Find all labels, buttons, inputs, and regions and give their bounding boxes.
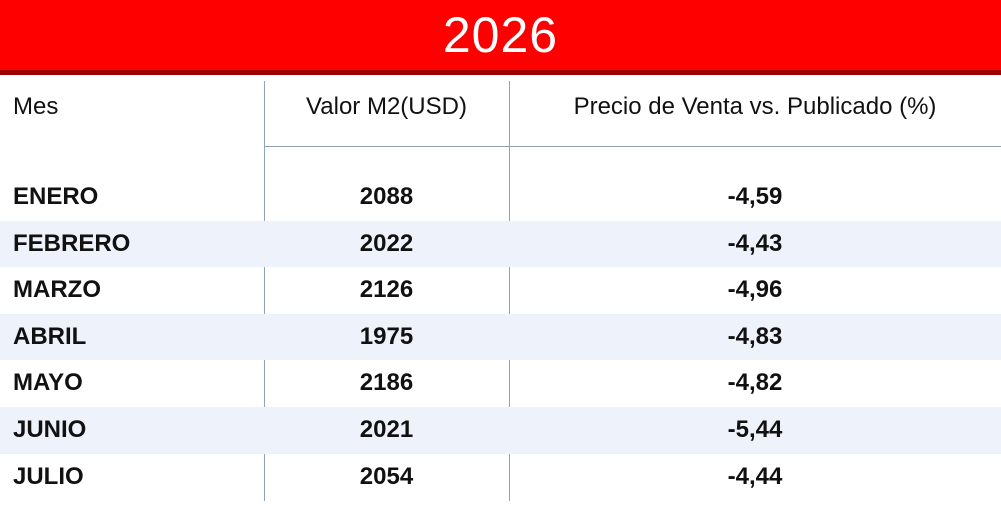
page-title: 2026 [442, 7, 559, 63]
column-header-valor: Valor M2(USD) [306, 93, 467, 120]
cell-valor: 2021 [359, 415, 414, 443]
column-divider-2 [509, 81, 510, 501]
cell-mes: JULIO [13, 462, 84, 490]
cell-valor: 2126 [359, 276, 414, 304]
cell-mes: MARZO [13, 276, 101, 304]
title-banner: 2026 [0, 0, 1001, 75]
cell-valor: 2054 [359, 462, 414, 490]
cell-mes: MAYO [13, 369, 83, 397]
header-divider [264, 146, 1001, 147]
cell-precio: -4,43 [727, 229, 783, 257]
cell-mes: JUNIO [13, 415, 87, 443]
data-table: Mes Valor M2(USD) Precio de Venta vs. Pu… [0, 75, 1001, 501]
table-row: ABRIL 1975 -4,83 [0, 313, 1001, 361]
cell-precio: -5,44 [727, 415, 783, 443]
table-row: MARZO 2126 -4,96 [0, 267, 1001, 314]
cell-mes: ABRIL [13, 322, 87, 350]
cell-valor: 2088 [359, 183, 414, 210]
cell-precio: -4,44 [727, 462, 783, 490]
cell-mes: FEBRERO [13, 229, 131, 257]
cell-valor: 1975 [359, 322, 414, 350]
cell-valor: 2022 [359, 229, 414, 257]
cell-precio: -4,83 [727, 322, 783, 350]
table-row: JULIO 2054 -4,44 [0, 454, 1001, 501]
table-row: ENERO 2088 -4,59 [0, 174, 1001, 221]
column-header-precio: Precio de Venta vs. Publicado (%) [573, 93, 937, 120]
cell-precio: -4,96 [727, 276, 783, 304]
table-row: MAYO 2186 -4,82 [0, 360, 1001, 407]
table-row: JUNIO 2021 -5,44 [0, 406, 1001, 454]
cell-mes: ENERO [13, 183, 99, 210]
table-body: ENERO 2088 -4,59 FEBRERO 2022 -4,43 MARZ… [0, 174, 1001, 500]
table-row: FEBRERO 2022 -4,43 [0, 220, 1001, 268]
column-header-mes: Mes [13, 93, 59, 120]
cell-valor: 2186 [359, 369, 414, 397]
column-divider-1 [264, 81, 265, 501]
cell-precio: -4,59 [727, 183, 783, 210]
cell-precio: -4,82 [727, 369, 783, 397]
